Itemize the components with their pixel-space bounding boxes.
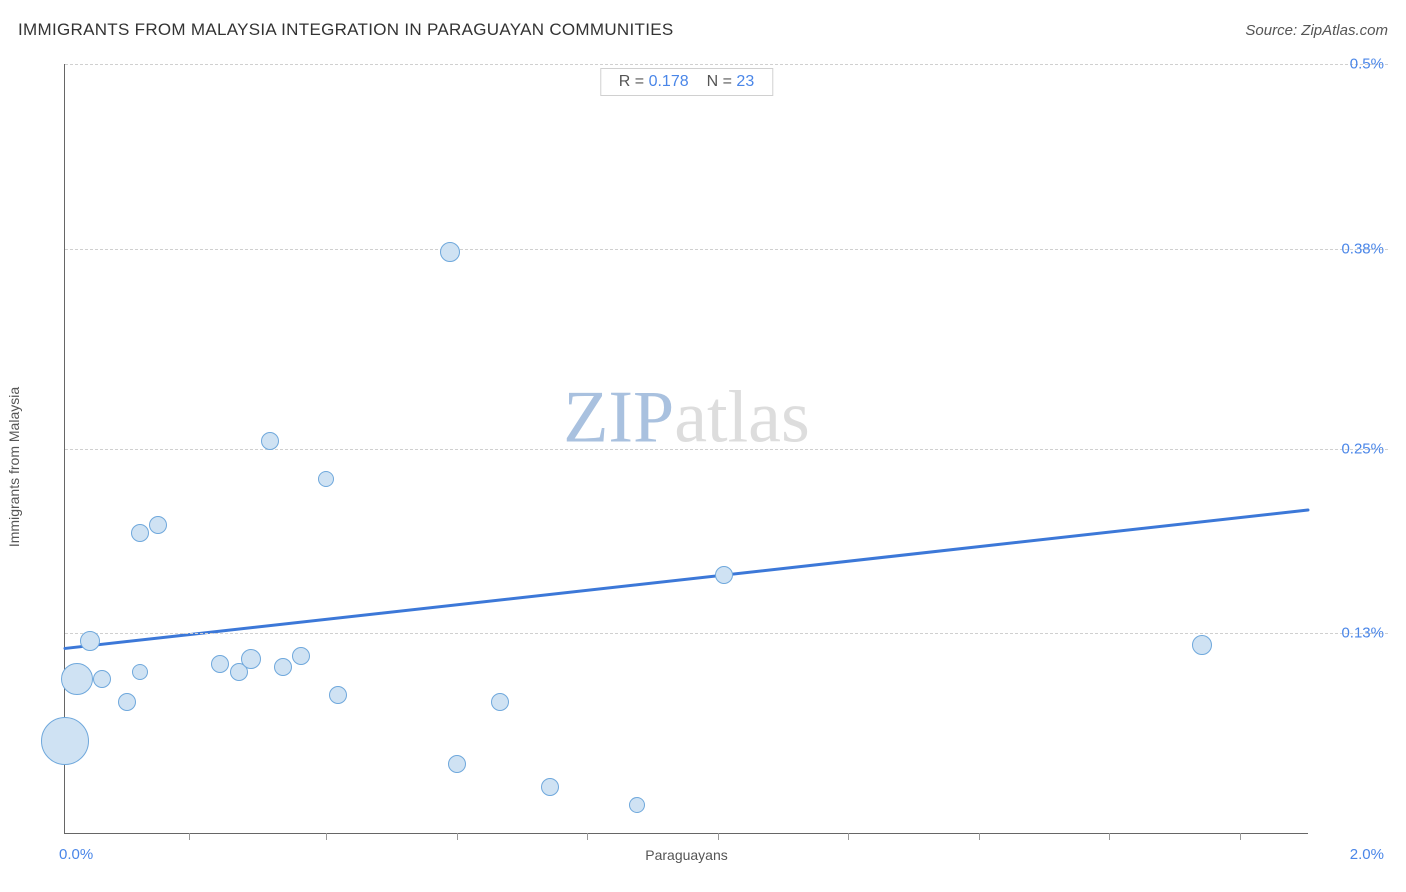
data-point[interactable] xyxy=(93,670,111,688)
source-credit: Source: ZipAtlas.com xyxy=(1245,22,1388,39)
data-point[interactable] xyxy=(261,432,279,450)
x-tick xyxy=(326,833,327,840)
x-tick xyxy=(457,833,458,840)
y-axis-label: Immigrants from Malaysia xyxy=(6,387,22,547)
r-value: 0.178 xyxy=(649,73,689,90)
y-tick-label: 0.38% xyxy=(1324,240,1384,257)
x-tick xyxy=(718,833,719,840)
x-tick xyxy=(189,833,190,840)
x-tick xyxy=(848,833,849,840)
data-point[interactable] xyxy=(149,516,167,534)
source-prefix: Source: xyxy=(1245,22,1301,39)
data-point[interactable] xyxy=(541,778,559,796)
data-point[interactable] xyxy=(629,797,645,813)
y-tick-label: 0.25% xyxy=(1324,440,1384,457)
x-tick xyxy=(979,833,980,840)
data-point[interactable] xyxy=(131,524,149,542)
data-point[interactable] xyxy=(292,647,310,665)
gridline xyxy=(65,249,1388,250)
page-title: IMMIGRANTS FROM MALAYSIA INTEGRATION IN … xyxy=(18,20,674,39)
n-value: 23 xyxy=(736,73,754,90)
r-label: R = xyxy=(619,73,649,90)
watermark-atlas: atlas xyxy=(674,376,810,458)
gridline xyxy=(65,64,1388,65)
watermark: ZIPatlas xyxy=(563,375,810,460)
data-point[interactable] xyxy=(132,664,148,680)
data-point[interactable] xyxy=(274,658,292,676)
n-label: N = xyxy=(707,73,737,90)
data-point[interactable] xyxy=(118,693,136,711)
data-point[interactable] xyxy=(1192,635,1212,655)
data-point[interactable] xyxy=(318,471,334,487)
chart-container: Immigrants from Malaysia ZIPatlas R = 0.… xyxy=(18,60,1388,874)
x-tick xyxy=(1109,833,1110,840)
data-point[interactable] xyxy=(61,663,93,695)
data-point[interactable] xyxy=(715,566,733,584)
gridline xyxy=(65,633,1388,634)
data-point[interactable] xyxy=(329,686,347,704)
x-tick xyxy=(1240,833,1241,840)
x-axis-min-label: 0.0% xyxy=(59,846,93,863)
data-point[interactable] xyxy=(241,649,261,669)
y-tick-label: 0.13% xyxy=(1324,625,1384,642)
data-point[interactable] xyxy=(491,693,509,711)
data-point[interactable] xyxy=(80,631,100,651)
y-tick-label: 0.5% xyxy=(1324,56,1384,73)
x-axis-max-label: 2.0% xyxy=(1350,846,1384,863)
source-link[interactable]: ZipAtlas.com xyxy=(1301,22,1388,39)
data-point[interactable] xyxy=(211,655,229,673)
stats-box: R = 0.178 N = 23 xyxy=(600,68,773,96)
watermark-zip: ZIP xyxy=(563,376,674,458)
scatter-plot: ZIPatlas R = 0.178N = 23 0.0% 2.0% Parag… xyxy=(64,64,1308,834)
data-point[interactable] xyxy=(440,242,460,262)
data-point[interactable] xyxy=(41,717,89,765)
data-point[interactable] xyxy=(448,755,466,773)
x-axis-label: Paraguayans xyxy=(645,847,728,863)
x-tick xyxy=(587,833,588,840)
gridline xyxy=(65,449,1388,450)
